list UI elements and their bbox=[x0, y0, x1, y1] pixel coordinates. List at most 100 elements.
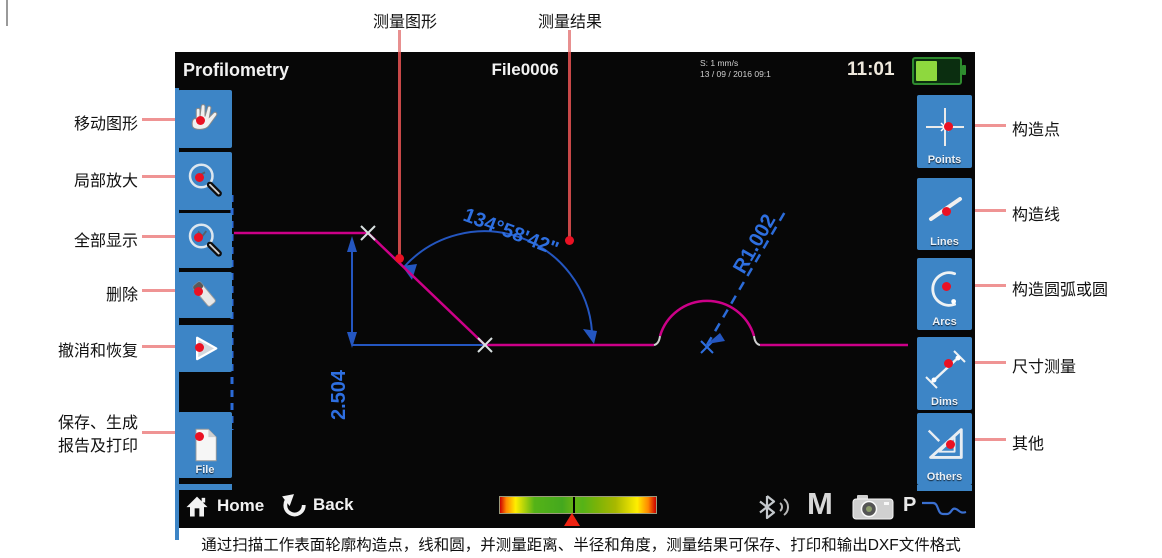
annotation-zoom-all: 全部显示 bbox=[73, 233, 138, 250]
callout-dot bbox=[194, 287, 203, 296]
dim-arrowhead bbox=[707, 333, 725, 344]
zoom-in-button[interactable] bbox=[178, 152, 232, 210]
profile-line bbox=[234, 231, 654, 347]
arcs-button-label: Arcs bbox=[932, 316, 957, 328]
mode-indicator: M bbox=[807, 486, 833, 521]
toolbar-edge-strip bbox=[178, 484, 232, 490]
toolbar-edge-strip bbox=[917, 485, 972, 491]
zoom-all-button[interactable] bbox=[178, 213, 232, 268]
callout-dot bbox=[395, 254, 404, 263]
pan-hand-icon bbox=[191, 104, 218, 130]
callout-dot bbox=[944, 359, 953, 368]
battery-level bbox=[916, 61, 937, 81]
back-button-label: Back bbox=[313, 495, 354, 514]
callout-dot bbox=[944, 122, 953, 131]
callout-line bbox=[952, 361, 1006, 364]
home-button[interactable]: Home bbox=[183, 492, 264, 520]
annotation-measure-figure: 测量图形 bbox=[372, 14, 437, 31]
zoom-in-icon bbox=[188, 163, 222, 197]
undo-redo-icon bbox=[196, 336, 218, 360]
scan-artifact-mark bbox=[6, 0, 8, 26]
annotation-others: 其他 bbox=[1012, 436, 1045, 453]
device-screen: Profilometry File0006 S: 1 mm/s 13 / 09 … bbox=[175, 52, 975, 540]
home-icon bbox=[186, 496, 208, 517]
callout-dot bbox=[942, 282, 951, 291]
callout-line bbox=[142, 118, 198, 121]
callout-line bbox=[398, 30, 401, 52]
callout-line bbox=[142, 431, 198, 434]
radius-value: R1.002 bbox=[729, 211, 780, 278]
clock: 11:01 bbox=[847, 59, 895, 80]
dim-arrowhead bbox=[347, 332, 357, 348]
dim-arrowhead bbox=[347, 236, 357, 252]
height-value: 2.504 bbox=[328, 369, 350, 420]
status-text: S: 1 mm/s 13 / 09 / 2016 09:1 bbox=[700, 58, 771, 80]
arc-arrowhead bbox=[583, 329, 597, 344]
others-button[interactable]: Others bbox=[917, 413, 972, 485]
annotation-measure-result: 测量结果 bbox=[537, 14, 602, 31]
level-center-tick bbox=[573, 497, 576, 513]
points-button[interactable]: Points bbox=[917, 95, 972, 168]
callout-dot bbox=[195, 432, 204, 441]
pan-button[interactable] bbox=[178, 90, 232, 148]
camera-icon[interactable] bbox=[851, 492, 897, 522]
callout-line bbox=[568, 30, 571, 52]
radius-dim-line bbox=[705, 209, 788, 346]
annotation-construct-arc: 构造圆弧或圆 bbox=[1012, 282, 1109, 299]
dims-button[interactable]: Dims bbox=[917, 337, 972, 410]
callout-line bbox=[142, 175, 198, 178]
callout-line bbox=[952, 124, 1006, 127]
file-button-label: File bbox=[195, 464, 215, 476]
annotation-construct-line: 构造线 bbox=[1012, 207, 1061, 224]
zoom-all-icon bbox=[188, 223, 222, 257]
measurement-canvas: 2.504 134°58'42" R1.002 bbox=[230, 195, 908, 430]
callout-line bbox=[398, 52, 401, 258]
file-button[interactable]: File bbox=[178, 412, 232, 478]
vertex-marker bbox=[360, 225, 493, 353]
profile-hump-arc bbox=[658, 299, 756, 337]
battery-icon bbox=[912, 57, 966, 85]
battery-nub bbox=[962, 65, 966, 75]
arcs-button[interactable]: Arcs bbox=[917, 258, 972, 330]
level-indicator-bar bbox=[499, 496, 657, 514]
callout-line bbox=[952, 209, 1006, 212]
file-document-icon bbox=[195, 428, 217, 462]
back-button[interactable]: Back bbox=[281, 492, 354, 518]
annotation-zoom-in: 局部放大 bbox=[73, 173, 138, 190]
callout-dot bbox=[194, 233, 203, 242]
level-pointer bbox=[564, 513, 580, 526]
callout-dot bbox=[195, 343, 204, 352]
waveform-icon bbox=[922, 501, 967, 516]
angle-arc bbox=[403, 230, 593, 333]
page-caption: 通过扫描工作表面轮廓构造点，线和圆，并测量距离、半径和角度，测量结果可保存、打印… bbox=[201, 537, 961, 554]
annotation-construct-point: 构造点 bbox=[1012, 122, 1061, 139]
dimension-icon bbox=[924, 349, 966, 389]
points-button-label: Points bbox=[927, 154, 962, 166]
annotation-pan: 移动图形 bbox=[73, 116, 138, 133]
delete-button[interactable] bbox=[178, 272, 232, 318]
others-icon bbox=[927, 428, 963, 459]
callout-line bbox=[952, 284, 1006, 287]
dims-button-label: Dims bbox=[931, 396, 958, 408]
arc-arrowhead bbox=[402, 264, 417, 280]
callout-line bbox=[142, 289, 198, 292]
eraser-icon bbox=[192, 281, 216, 307]
callout-dot bbox=[196, 116, 205, 125]
angle-value: 134°58'42" bbox=[460, 204, 561, 260]
callout-dot bbox=[565, 236, 574, 245]
profile-mode-indicator: P bbox=[903, 494, 917, 516]
status-speed: S: 1 mm/s bbox=[700, 58, 739, 68]
annotation-dimension: 尺寸测量 bbox=[1012, 359, 1077, 376]
callout-dot bbox=[942, 207, 951, 216]
annotation-undo-redo: 撤消和恢复 bbox=[57, 343, 138, 360]
app-title: Profilometry bbox=[183, 60, 290, 80]
lines-button-label: Lines bbox=[930, 236, 959, 248]
callout-line bbox=[952, 438, 1006, 441]
annotation-save-print: 保存、生成 报告及打印 bbox=[57, 415, 138, 455]
callout-line bbox=[142, 235, 198, 238]
construct-arc-icon bbox=[930, 271, 956, 307]
status-datetime: 13 / 09 / 2016 09:1 bbox=[700, 69, 771, 79]
toolbar-edge-strip bbox=[175, 88, 179, 540]
undo-redo-button[interactable] bbox=[178, 325, 232, 372]
